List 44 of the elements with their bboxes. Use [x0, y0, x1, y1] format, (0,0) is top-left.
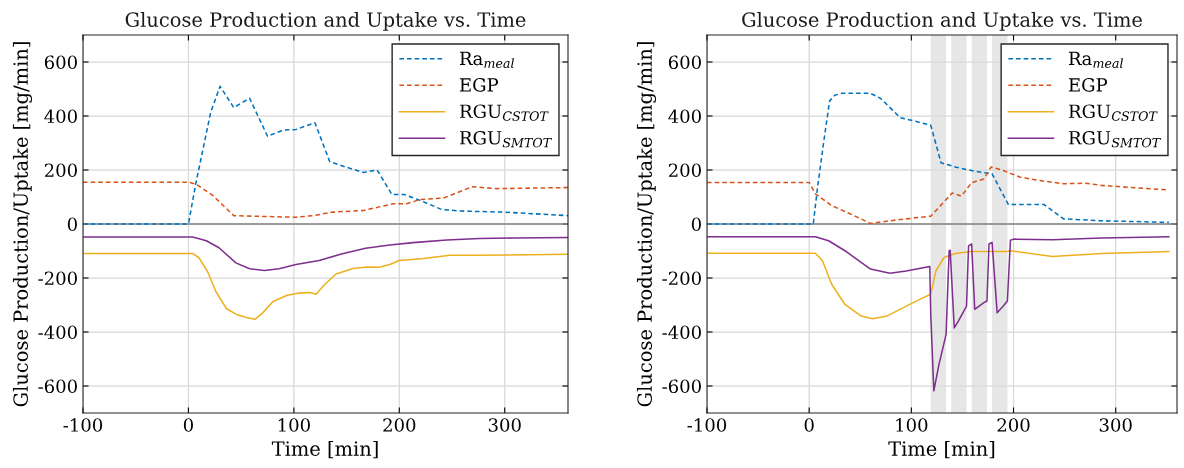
x-tick-label: 0: [183, 418, 193, 432]
line-series: [83, 236, 568, 272]
legend-label: Ra$_{meal}$: [1068, 51, 1123, 68]
line-series: [83, 181, 568, 219]
y-tick-label: 0: [691, 217, 701, 232]
x-tick-label: -100: [687, 418, 727, 432]
x-axis-title: Time [min]: [271, 440, 378, 459]
y-tick-label: 200: [44, 163, 77, 178]
y-tick-label: 200: [668, 163, 701, 178]
y-tick-label: 600: [668, 55, 701, 70]
y-tick-label: -200: [38, 271, 77, 286]
legend-label: RGU$_{SMTOT}$: [459, 130, 552, 148]
x-tick-label: 100: [278, 418, 310, 432]
y-tick-label: 0: [67, 217, 77, 232]
x-tick-label: 300: [488, 418, 521, 432]
legend-label: RGU$_{CSTOT}$: [1068, 104, 1158, 121]
y-tick-label: -400: [662, 325, 701, 340]
x-tick-label: -100: [63, 418, 103, 432]
legend-label: RGU$_{SMTOT}$: [1068, 130, 1161, 148]
line-series: [707, 249, 1170, 320]
legend-label: RGU$_{CSTOT}$: [459, 104, 549, 121]
x-tick-label: 200: [383, 418, 416, 432]
legend-label: Ra$_{meal}$: [459, 51, 514, 68]
y-axis-title: Glucose Production/Uptake [mg/min]: [12, 42, 33, 407]
x-tick-label: 300: [1099, 418, 1132, 432]
y-tick-label: 400: [44, 109, 77, 124]
y-tick-label: 600: [44, 55, 77, 70]
y-tick-label: -400: [38, 325, 77, 340]
line-series: [707, 92, 1170, 225]
x-axis-title: Time [min]: [888, 440, 995, 459]
line-series: [707, 235, 1170, 392]
line-series: [83, 252, 568, 321]
y-axis-title: Glucose Production/Uptake [mg/min]: [636, 42, 657, 407]
y-tick-label: 400: [668, 109, 701, 124]
x-tick-label: 100: [896, 418, 928, 432]
y-tick-label: -200: [662, 271, 701, 286]
x-tick-label: 0: [804, 418, 814, 432]
legend-label: EGP: [459, 78, 499, 92]
x-tick-label: 200: [997, 418, 1030, 432]
chart-title: Glucose Production and Uptake vs. Time: [742, 11, 1142, 31]
y-tick-label: -600: [38, 379, 77, 394]
chart-title: Glucose Production and Uptake vs. Time: [125, 11, 526, 31]
legend-label: EGP: [1068, 78, 1108, 92]
y-tick-label: -600: [662, 379, 701, 394]
